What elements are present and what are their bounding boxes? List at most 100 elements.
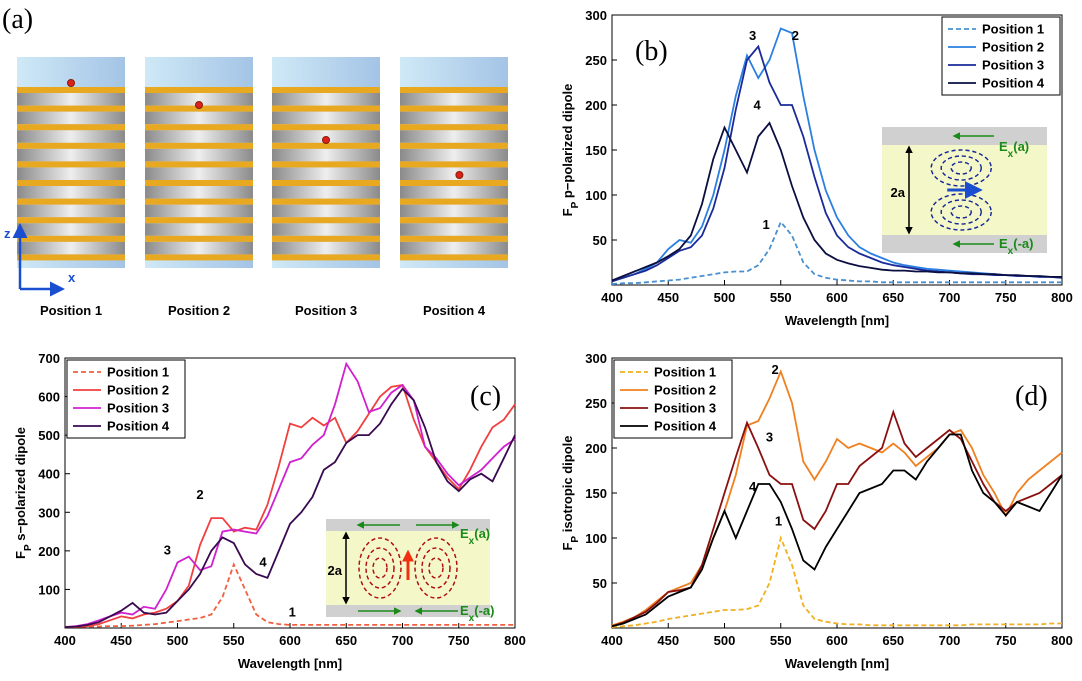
symbol: F	[13, 551, 28, 559]
metal-layer	[145, 87, 253, 93]
metal-layer	[400, 235, 508, 242]
field-line	[372, 557, 388, 579]
inset-label: Ex(-a)	[460, 603, 494, 624]
dielectric-layer	[145, 167, 253, 180]
x-axis-label: Wavelength [nm]	[785, 656, 889, 671]
gap-label: 2a	[328, 563, 343, 578]
dielectric-layer	[400, 186, 508, 199]
y-tick-label: 400	[38, 467, 60, 482]
metal-layer	[400, 217, 508, 224]
x-tick-label: 450	[657, 290, 679, 305]
y-tick-label: 200	[585, 441, 607, 456]
metal-layer	[272, 180, 380, 186]
subscript: P	[23, 544, 34, 551]
x-tick-label: 500	[714, 633, 736, 648]
legend-label: Position 1	[982, 22, 1044, 37]
field-line	[940, 199, 982, 225]
metal-layer	[17, 161, 125, 168]
curve-label: 2	[792, 28, 799, 43]
dipole-dot	[455, 171, 464, 179]
subscript: x	[469, 536, 475, 547]
series-line	[611, 220, 1062, 285]
dielectric-layer	[400, 93, 508, 106]
metal-layer	[400, 254, 508, 261]
metal-layer	[400, 161, 508, 168]
y-tick-label: 250	[585, 396, 607, 411]
subscript: x	[469, 613, 475, 624]
field-line	[428, 557, 444, 579]
x-tick-label: 400	[54, 633, 76, 648]
field-line	[421, 547, 451, 589]
y-tick-label: 250	[585, 53, 607, 68]
dielectric-layer	[272, 167, 380, 180]
dielectric-layer	[272, 223, 380, 236]
dielectric-layer	[272, 204, 380, 218]
metal-layer	[400, 180, 508, 186]
series-line	[611, 409, 1063, 628]
series-line	[65, 561, 515, 628]
y-tick-label: 500	[38, 428, 60, 443]
dielectric-layer	[400, 148, 508, 162]
x-tick-label: 400	[601, 633, 623, 648]
dielectric-layer	[145, 204, 253, 218]
y-tick-label: 50	[593, 576, 607, 591]
legend-label: Position 3	[982, 58, 1044, 73]
metal-layer	[17, 105, 125, 112]
inset-label: Ex(a)	[999, 139, 1029, 160]
curve-label: 3	[749, 28, 756, 43]
x-tick-label: 500	[167, 633, 189, 648]
metal-layer	[145, 217, 253, 224]
metal-layer	[272, 198, 380, 205]
legend-box	[613, 359, 733, 439]
metal-layer	[145, 235, 253, 242]
subscript: x	[1008, 149, 1014, 160]
metal-layer	[272, 217, 380, 224]
y-tick-label: 50	[593, 233, 607, 248]
dielectric-layer	[17, 93, 125, 106]
dielectric-layer	[145, 186, 253, 199]
y-tick-label: 100	[585, 188, 607, 203]
legend-box	[66, 359, 186, 439]
dielectric-layer	[145, 223, 253, 236]
field-line	[358, 537, 402, 599]
text: p−polarized dipole	[560, 84, 575, 202]
dielectric-layer	[17, 223, 125, 236]
metal-layer	[272, 87, 380, 93]
metal-layer	[17, 198, 125, 205]
x-tick-label: 650	[335, 633, 357, 648]
y-axis-label: FP isotropic dipole	[560, 435, 581, 550]
metal-layer	[17, 124, 125, 131]
dielectric-layer	[400, 223, 508, 236]
series-line	[64, 387, 516, 629]
y-tick-label: 100	[38, 582, 60, 597]
symbol: F	[560, 543, 575, 551]
position-label: Position 1	[40, 303, 102, 318]
dielectric-layer	[17, 148, 125, 162]
metal-layer	[272, 124, 380, 131]
x-tick-label: 400	[601, 290, 623, 305]
dielectric-layer	[145, 111, 253, 125]
symbol: E	[460, 526, 469, 541]
metal-layer	[400, 142, 508, 149]
metal-layer	[272, 235, 380, 242]
metal-layer	[272, 105, 380, 112]
metal-layer	[17, 235, 125, 242]
text: (-a)	[474, 603, 494, 618]
x-tick-label: 750	[995, 290, 1017, 305]
symbol: F	[560, 208, 575, 216]
position-label: Position 2	[168, 303, 230, 318]
dipole-dot	[67, 79, 75, 87]
dielectric-layer	[17, 111, 125, 125]
field-line	[414, 537, 458, 599]
legend-label: Position 4	[982, 76, 1045, 91]
subscript: P	[570, 201, 581, 208]
y-tick-label: 700	[38, 351, 60, 366]
dielectric-layer	[17, 130, 125, 143]
legend-label: Position 4	[107, 419, 170, 434]
symbol: E	[999, 236, 1008, 251]
legend-label: Position 2	[654, 383, 716, 398]
y-axis-label: FP s−polarized dipole	[13, 427, 34, 559]
y-tick-label: 200	[585, 98, 607, 113]
gap-label: 2a	[891, 185, 906, 200]
